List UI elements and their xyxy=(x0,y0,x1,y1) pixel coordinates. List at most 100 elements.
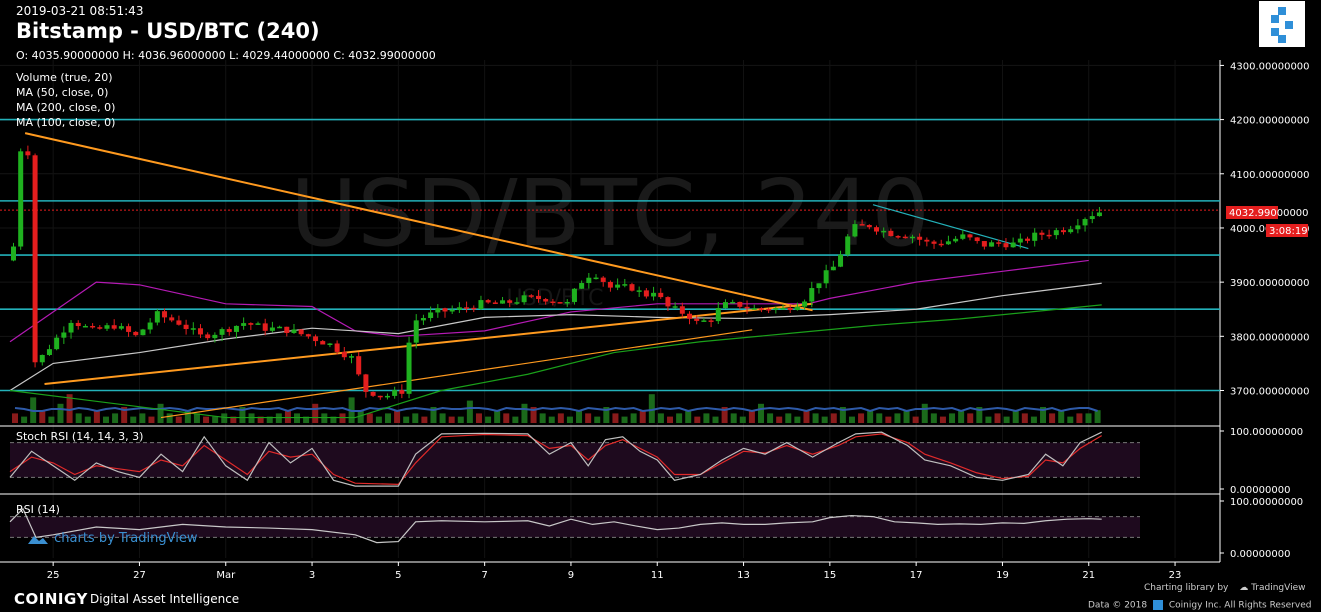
candle-body xyxy=(866,224,872,228)
candle-body xyxy=(981,241,987,247)
candle-body xyxy=(794,306,800,311)
candle-body xyxy=(730,301,736,304)
coinigy-logo xyxy=(1259,1,1305,47)
volume-bar xyxy=(230,416,237,423)
trend-line xyxy=(44,302,813,385)
candle-body xyxy=(773,308,779,310)
volume-bar xyxy=(630,413,637,423)
volume-bar xyxy=(912,416,919,423)
volume-bar xyxy=(93,410,100,423)
rights-text: Coinigy Inc. All Rights Reserved xyxy=(1168,600,1312,611)
volume-bar xyxy=(394,410,401,423)
volume-bar xyxy=(239,407,246,423)
candle-body xyxy=(809,288,815,302)
trend-line xyxy=(160,329,753,419)
candle-body xyxy=(744,306,750,309)
volume-bar xyxy=(84,416,91,423)
volume-bar xyxy=(494,410,501,423)
candle-body xyxy=(514,302,520,304)
candle-body xyxy=(169,317,175,321)
volume-bar xyxy=(521,403,528,423)
candle-body xyxy=(1025,238,1031,241)
price-axis[interactable]: 4300.00000000 4200.00000000 4100.00000000 4… xyxy=(1220,61,1310,560)
volume-bar xyxy=(848,416,855,423)
indicator-volume[interactable]: Volume (true, 20) xyxy=(16,71,113,84)
tradingview-link[interactable]: TradingView xyxy=(1251,583,1306,593)
candle-body xyxy=(212,334,218,339)
volume-bar xyxy=(976,407,983,423)
volume-bar xyxy=(621,416,628,423)
volume-bar xyxy=(858,413,865,423)
stoch-tick-label: 0.00000000 xyxy=(1230,485,1290,496)
volume-bar xyxy=(830,413,837,423)
candlesticks xyxy=(11,145,1102,400)
tradingview-credit[interactable]: charts by TradingView xyxy=(24,531,197,546)
footer-brand: COINIGY xyxy=(14,590,88,608)
candle-body xyxy=(233,325,239,332)
candle-body xyxy=(11,246,16,261)
price-tick-label: 3800.00000000 xyxy=(1230,332,1310,343)
time-axis[interactable]: 25 27 Mar 3 5 7 9 11 13 15 17 19 21 23 xyxy=(47,562,1182,581)
candle-body xyxy=(277,326,283,329)
indicator-ma50[interactable]: MA (50, close, 0) xyxy=(16,86,109,99)
candle-body xyxy=(1075,225,1081,230)
candle-body xyxy=(909,236,915,239)
candle-body xyxy=(787,308,793,311)
candle-body xyxy=(1053,230,1059,236)
volume-bar xyxy=(66,394,73,423)
volume-bar xyxy=(585,413,592,423)
volume-bar xyxy=(839,407,846,423)
candle-body xyxy=(974,237,980,242)
volume-bar xyxy=(721,407,728,423)
candle-body xyxy=(428,312,434,318)
candle-body xyxy=(931,241,937,244)
volume-bar xyxy=(748,410,755,423)
candle-body xyxy=(248,323,254,325)
ma-line xyxy=(9,282,1102,392)
volume-bar xyxy=(994,413,1001,423)
volume-bar xyxy=(958,410,965,423)
countdown-badge-bg xyxy=(1266,224,1308,237)
volume-bar xyxy=(903,410,910,423)
volume-bar xyxy=(157,403,164,423)
candle-body xyxy=(147,322,153,330)
candle-body xyxy=(586,277,592,284)
candle-body xyxy=(665,297,671,307)
charting-library-credit[interactable]: Charting library by ☁ TradingView xyxy=(1144,583,1306,593)
indicator-rsi[interactable]: RSI (14) xyxy=(16,503,60,516)
ma-line xyxy=(9,259,1089,343)
candle-body xyxy=(104,325,110,329)
candle-body xyxy=(305,334,311,337)
volume-bar xyxy=(112,413,119,423)
candle-body xyxy=(902,236,908,239)
indicator-ma200[interactable]: MA (200, close, 0) xyxy=(16,101,116,114)
candle-body xyxy=(845,236,851,255)
stoch-k-line xyxy=(9,431,1102,487)
volume-bar xyxy=(303,416,310,423)
candle-body xyxy=(226,329,232,332)
copyright: Data © 2018 Coinigy Inc. All Rights Rese… xyxy=(1088,600,1311,611)
indicator-stoch-rsi[interactable]: Stoch RSI (14, 14, 3, 3) xyxy=(16,430,144,443)
candle-body xyxy=(140,329,146,336)
candle-body xyxy=(97,327,103,329)
volume-bar xyxy=(321,413,328,423)
candle-body xyxy=(615,284,621,288)
volume-bar xyxy=(485,416,492,423)
indicator-ma100[interactable]: MA (100, close, 0) xyxy=(16,116,116,129)
candle-body xyxy=(780,308,786,310)
last-price-badge-bg xyxy=(1226,206,1278,219)
candle-body xyxy=(413,320,419,343)
candle-body xyxy=(269,327,275,331)
candle-body xyxy=(399,390,405,394)
volume-bar xyxy=(739,416,746,423)
volume-bar xyxy=(1040,407,1047,423)
volume-bar xyxy=(939,416,946,423)
volume-bar xyxy=(457,416,464,423)
candle-body xyxy=(298,329,304,335)
candle-body xyxy=(284,326,290,333)
volume-bar xyxy=(384,413,391,423)
candle-body xyxy=(953,238,959,242)
time-tick-label: 7 xyxy=(481,570,487,581)
volume-bar xyxy=(12,413,18,423)
